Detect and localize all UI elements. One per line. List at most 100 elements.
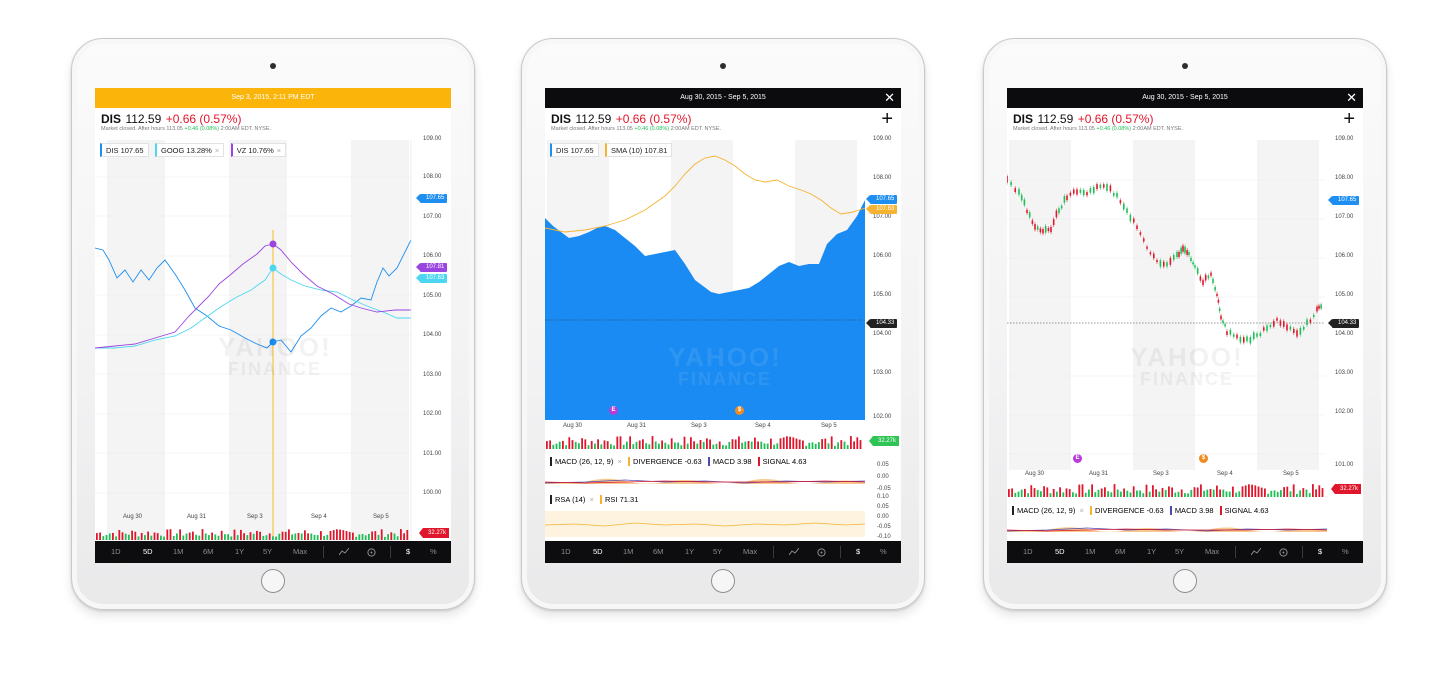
candle-body	[1129, 214, 1132, 222]
dollar-icon[interactable]: $	[1318, 547, 1323, 556]
range-max[interactable]: Max	[293, 547, 308, 556]
volume-bar	[1164, 490, 1167, 497]
volume-bar	[715, 443, 718, 449]
dollar-icon[interactable]: $	[856, 547, 861, 556]
dividend-marker[interactable]: $	[1199, 454, 1208, 463]
candle-body	[1320, 304, 1322, 309]
candle-body	[1096, 184, 1098, 190]
home-button[interactable]	[261, 569, 285, 593]
candle-body	[1253, 332, 1255, 340]
volume-bar	[224, 534, 226, 540]
indicators-icon[interactable]	[1279, 541, 1288, 563]
indicators-icon[interactable]	[367, 541, 376, 563]
chip-goog[interactable]: GOOG 13.28% ×	[154, 143, 225, 157]
price-chart-area[interactable]	[545, 140, 865, 420]
close-icon[interactable]: ✕	[884, 90, 895, 105]
remove-macd-icon[interactable]: ×	[1079, 506, 1084, 515]
add-indicator-icon[interactable]: +	[1343, 108, 1355, 130]
candle-body	[1246, 336, 1248, 342]
dividend-marker[interactable]: $	[735, 406, 744, 415]
price-chart-area[interactable]	[95, 140, 451, 552]
chip-sma[interactable]: SMA (10) 107.81	[604, 143, 673, 157]
volume-bar	[1289, 491, 1292, 497]
volume-bar	[824, 438, 827, 449]
yahoo-finance-watermark: YAHOO! FINANCE	[1130, 342, 1244, 389]
volume-bar	[345, 531, 348, 540]
volume-bar	[1302, 488, 1305, 497]
remove-macd-icon[interactable]: ×	[617, 457, 622, 466]
candle-body	[1039, 228, 1042, 233]
range-5d[interactable]: 5D	[593, 547, 603, 556]
remove-goog-icon[interactable]: ×	[214, 146, 220, 155]
rsi-chart[interactable]	[545, 509, 865, 539]
chip-dis[interactable]: DIS 107.65	[100, 143, 149, 157]
candle-body	[1149, 252, 1152, 255]
candle-body	[1026, 209, 1028, 214]
volume-bar	[1104, 487, 1106, 497]
volume-bar	[243, 533, 245, 540]
range-5y[interactable]: 5Y	[713, 547, 723, 556]
volume-bar	[1110, 492, 1113, 497]
volume-bar	[204, 533, 207, 540]
range-1y[interactable]: 1Y	[235, 547, 245, 556]
candle-body	[1083, 190, 1085, 196]
volume-bar	[201, 529, 204, 540]
candle-body	[1303, 327, 1305, 330]
dollar-icon[interactable]: $	[406, 547, 411, 556]
range-5d[interactable]: 5D	[143, 547, 153, 556]
range-max[interactable]: Max	[1205, 547, 1220, 556]
range-1y[interactable]: 1Y	[1147, 547, 1157, 556]
volume-bar	[374, 531, 377, 540]
app-screen: Aug 30, 2015 - Sep 5, 2015 ✕ DIS 112.59 …	[1007, 88, 1363, 563]
range-6m[interactable]: 6M	[653, 547, 664, 556]
candlestick-chart-area[interactable]	[1007, 140, 1327, 470]
percent-icon[interactable]: %	[1342, 547, 1349, 556]
range-1d[interactable]: 1D	[111, 547, 121, 556]
candle-body	[1186, 250, 1188, 255]
earnings-marker[interactable]: E	[609, 406, 618, 415]
line-chart-icon[interactable]	[338, 541, 350, 563]
volume-bar	[147, 531, 149, 540]
volume-bar	[1014, 492, 1017, 497]
macd-chart[interactable]	[545, 470, 865, 492]
earnings-marker[interactable]: E	[1073, 454, 1082, 463]
range-5y[interactable]: 5Y	[1175, 547, 1185, 556]
candle-body	[1063, 196, 1066, 203]
candle-body	[1123, 203, 1125, 210]
volume-bar	[300, 533, 303, 540]
volume-bar	[629, 436, 631, 449]
add-indicator-icon[interactable]: +	[881, 108, 893, 130]
volume-tag: 32.27k	[868, 436, 900, 446]
range-1y[interactable]: 1Y	[685, 547, 695, 556]
range-6m[interactable]: 6M	[1115, 547, 1126, 556]
indicators-icon[interactable]	[817, 541, 826, 563]
line-chart-icon[interactable]	[1250, 541, 1262, 563]
candle-body	[1202, 279, 1204, 286]
volume-bar	[1068, 489, 1071, 497]
range-max[interactable]: Max	[743, 547, 758, 556]
range-1d[interactable]: 1D	[561, 547, 571, 556]
volume-bar	[747, 441, 750, 449]
range-5d[interactable]: 5D	[1055, 547, 1065, 556]
percent-icon[interactable]: %	[430, 547, 437, 556]
percent-icon[interactable]: %	[880, 547, 887, 556]
vz-series-line	[95, 243, 411, 349]
range-1d[interactable]: 1D	[1023, 547, 1033, 556]
chip-dis[interactable]: DIS 107.65	[550, 143, 599, 157]
volume-bar	[140, 533, 143, 540]
range-5y[interactable]: 5Y	[263, 547, 273, 556]
close-icon[interactable]: ✕	[1346, 90, 1357, 105]
line-chart-icon[interactable]	[788, 541, 800, 563]
chip-vz[interactable]: VZ 10.76% ×	[230, 143, 287, 157]
remove-vz-icon[interactable]: ×	[276, 146, 282, 155]
volume-bar	[683, 436, 686, 449]
home-button[interactable]	[1173, 569, 1197, 593]
range-1m[interactable]: 1M	[623, 547, 634, 556]
macd-chart[interactable]	[1007, 520, 1327, 540]
range-1m[interactable]: 1M	[1085, 547, 1096, 556]
volume-bar	[642, 439, 644, 449]
range-1m[interactable]: 1M	[173, 547, 184, 556]
home-button[interactable]	[711, 569, 735, 593]
remove-rsa-icon[interactable]: ×	[589, 495, 594, 504]
range-6m[interactable]: 6M	[203, 547, 214, 556]
